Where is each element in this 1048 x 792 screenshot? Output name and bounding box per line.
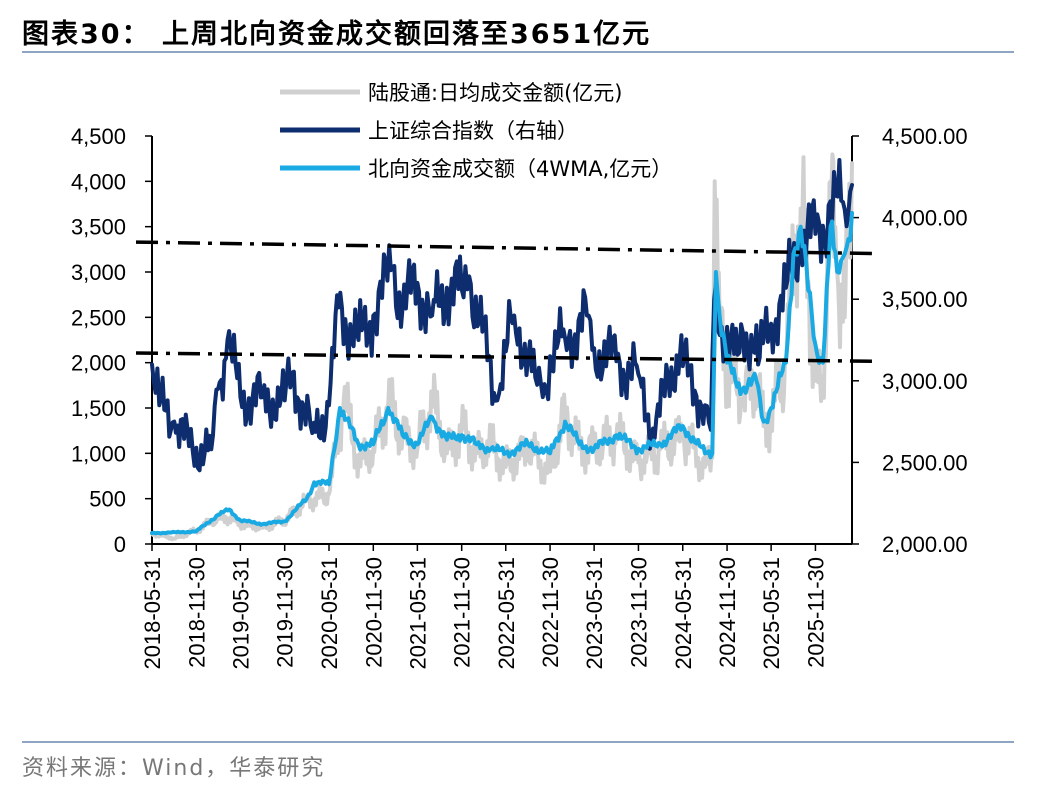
x-tick-label: 2018-11-30 (184, 557, 209, 668)
x-tick-label: 2020-05-31 (317, 557, 342, 670)
series-layer (135, 152, 875, 542)
x-tick-label: 2022-05-31 (494, 557, 519, 670)
x-tick-label: 2025-11-30 (803, 557, 828, 668)
right-tick-label: 3,500.00 (882, 287, 968, 312)
left-tick-label: 500 (89, 487, 126, 512)
reference-line-2 (135, 351, 875, 363)
right-tick-label: 3,000.00 (882, 369, 968, 394)
legend-label-3: 北向资金成交额（4WMA,亿元） (368, 157, 672, 181)
right-tick-label: 2,000.00 (882, 532, 968, 557)
right-tick-label: 4,000.00 (882, 206, 968, 231)
left-tick-label: 3,500 (71, 215, 126, 240)
axes: 0 500 1,000 1,500 2,000 2,500 3,000 3,500 4,000 4… (71, 124, 968, 670)
legend-label-1: 陆股通:日均成交金额(亿元) (368, 81, 622, 105)
left-tick-label: 1,500 (71, 396, 126, 421)
right-tick-label: 4,500.00 (882, 124, 968, 149)
x-tick-label: 2023-11-30 (626, 557, 651, 668)
x-tick-label: 2018-05-31 (140, 557, 165, 670)
left-tick-label: 2,000 (71, 351, 126, 376)
x-tick-label: 2019-11-30 (273, 557, 298, 668)
right-tick-label: 2,500.00 (882, 450, 968, 475)
series-northbound-4wma (150, 211, 854, 536)
x-tick-label: 2024-11-30 (715, 557, 740, 668)
left-tick-label: 3,000 (71, 260, 126, 285)
x-tick-label: 2025-05-31 (759, 557, 784, 670)
title-rule (22, 51, 1014, 53)
x-tick-label: 2020-11-30 (361, 557, 386, 668)
source-rule (22, 741, 1014, 743)
series-shanghai-index (150, 158, 854, 473)
x-tick-label: 2023-05-31 (582, 557, 607, 670)
x-tick-label: 2022-11-30 (538, 557, 563, 668)
x-tick-label: 2024-05-31 (671, 557, 696, 670)
x-tick-label: 2019-05-31 (228, 557, 253, 670)
figure-title: 图表30： 上周北向资金成交额回落至3651亿元 (22, 19, 652, 50)
left-tick-label: 2,500 (71, 305, 126, 330)
x-tick-label: 2021-11-30 (450, 557, 475, 668)
reference-line-1 (135, 240, 875, 256)
left-tick-label: 1,000 (71, 441, 126, 466)
left-tick-label: 0 (114, 532, 126, 557)
left-tick-label: 4,500 (71, 124, 126, 149)
legend: 陆股通:日均成交金额(亿元) 上证综合指数（右轴） 北向资金成交额（4WMA,亿元） (280, 81, 672, 181)
source-note: 资料来源：Wind，华泰研究 (22, 756, 326, 781)
x-tick-label: 2021-05-31 (405, 557, 430, 670)
legend-label-2: 上证综合指数（右轴） (368, 119, 578, 143)
left-tick-label: 4,000 (71, 169, 126, 194)
